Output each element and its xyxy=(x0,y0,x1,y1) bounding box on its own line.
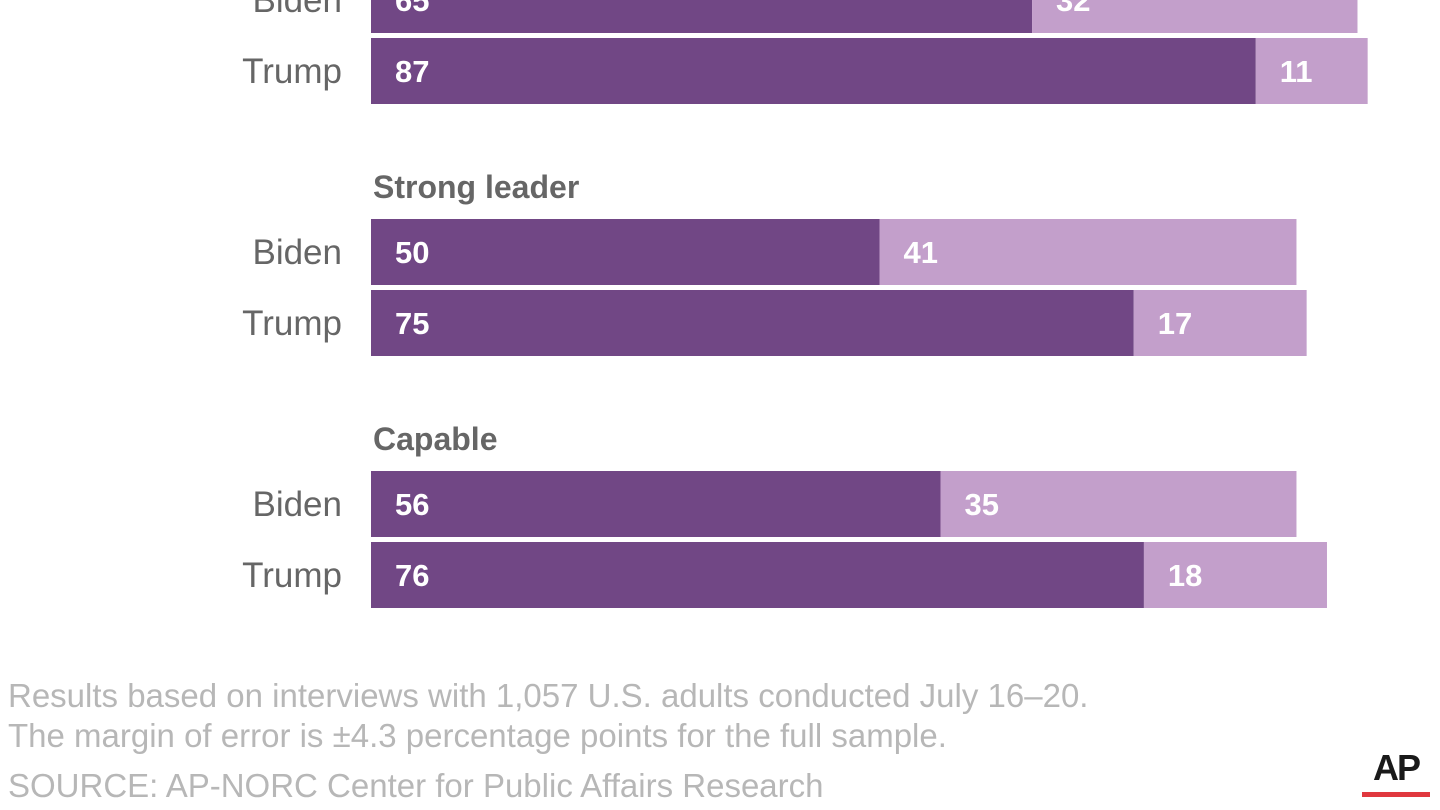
footnote-source: SOURCE: AP-NORC Center for Public Affair… xyxy=(8,767,824,804)
row-label: Biden xyxy=(252,0,342,20)
value-label: 35 xyxy=(965,487,999,522)
row-label: Trump xyxy=(242,304,342,343)
value-label: 32 xyxy=(1056,0,1090,18)
value-label: 50 xyxy=(395,235,429,270)
value-label: 76 xyxy=(395,558,429,593)
ap-logo-text: AP xyxy=(1372,747,1421,788)
value-label: 65 xyxy=(395,0,429,18)
ap-logo-bar xyxy=(1362,792,1430,797)
value-label: 18 xyxy=(1168,558,1202,593)
group-label: Capable xyxy=(373,421,497,457)
bar-segment xyxy=(1255,38,1368,104)
ap-logo: AP xyxy=(1360,750,1432,798)
group-label: Strong leader xyxy=(373,169,579,205)
bar-segment xyxy=(1133,290,1307,356)
row-label: Trump xyxy=(242,556,342,595)
bar-segment xyxy=(371,290,1134,356)
value-label: 75 xyxy=(395,306,429,341)
stacked-bar-chart: Biden 65 32 Trump 87 11 Strong leader Biden 50 41… xyxy=(242,0,1368,608)
bar-segment xyxy=(371,0,1033,33)
row-label: Trump xyxy=(242,52,342,91)
footnote-margin-of-error: The margin of error is ±4.3 percentage p… xyxy=(8,717,947,754)
bar-segment xyxy=(879,219,1297,285)
row-label: Biden xyxy=(252,485,342,524)
bar-segment xyxy=(371,471,941,537)
value-label: 41 xyxy=(904,235,938,270)
bar-segment xyxy=(940,471,1297,537)
bar-segment xyxy=(371,219,880,285)
value-label: 17 xyxy=(1158,306,1192,341)
value-label: 11 xyxy=(1280,54,1313,89)
bar-segment xyxy=(1032,0,1358,33)
value-label: 87 xyxy=(395,54,429,89)
row-label: Biden xyxy=(252,233,342,272)
footnote-sample: Results based on interviews with 1,057 U… xyxy=(8,677,1089,714)
bar-segment xyxy=(371,38,1256,104)
bar-segment xyxy=(371,542,1144,608)
bar-segment xyxy=(1143,542,1327,608)
value-label: 56 xyxy=(395,487,429,522)
